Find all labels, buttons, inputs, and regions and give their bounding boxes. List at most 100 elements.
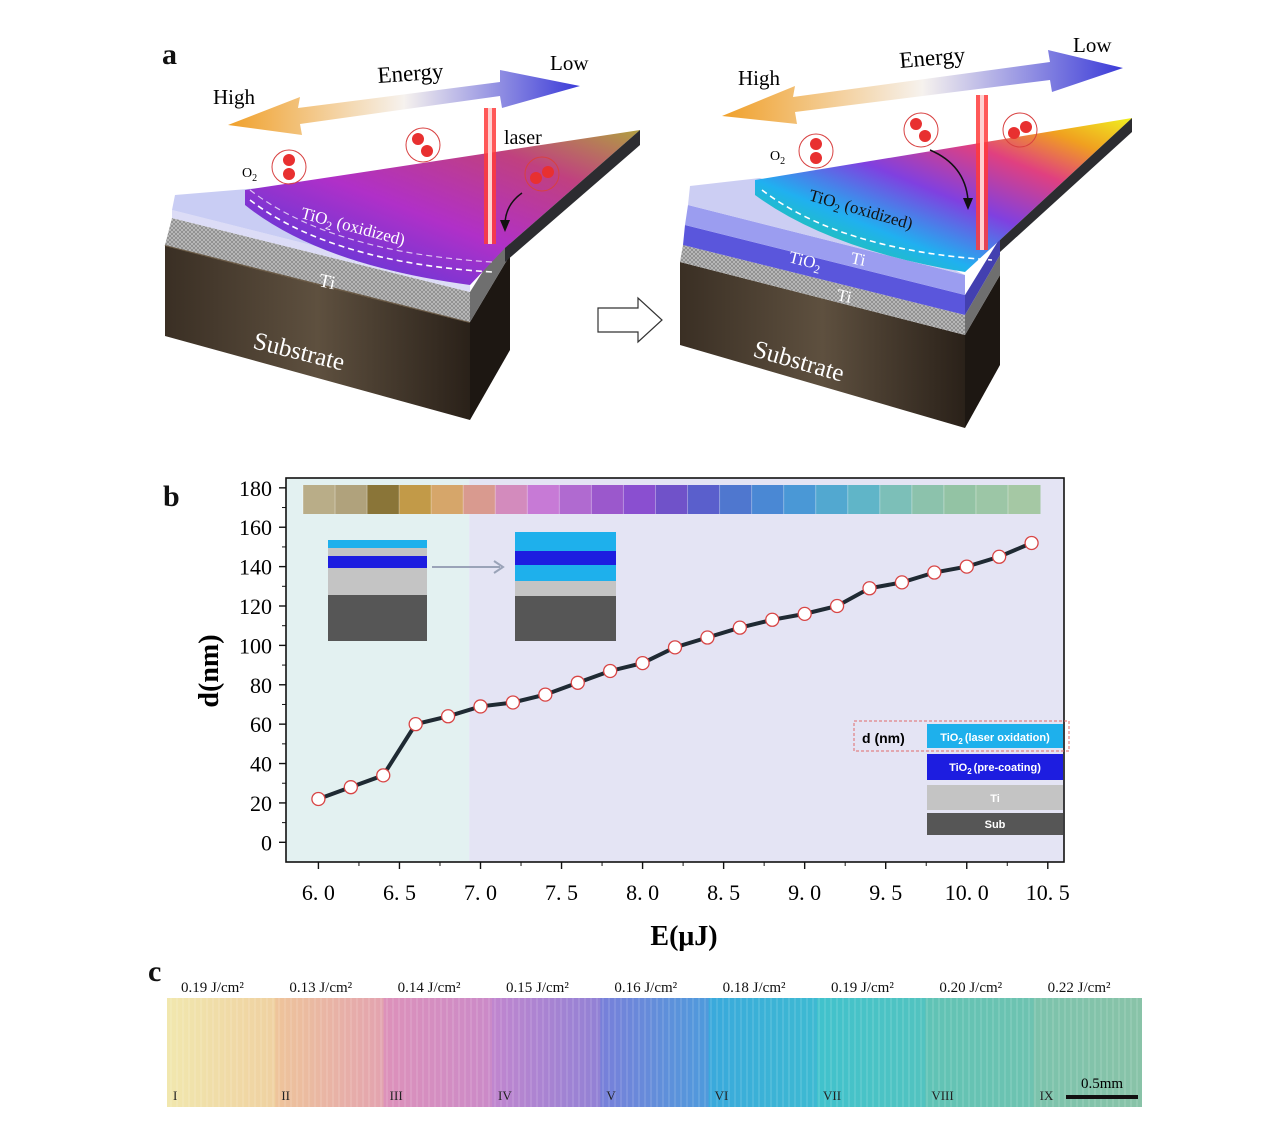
data-point [343, 780, 358, 795]
color-swatch [687, 485, 721, 514]
ti-lower-layer [680, 245, 965, 335]
sample-numeral: IX [1039, 1088, 1054, 1103]
o2-label: O2 [242, 166, 257, 184]
panel-c-letter: c [148, 955, 162, 988]
data-point [408, 717, 423, 732]
legend-swatch-ti [927, 785, 1063, 810]
legend-d-label: d (nm) [862, 730, 905, 746]
color-swatch-strip [302, 485, 1041, 514]
color-swatch [399, 485, 432, 514]
color-swatch [303, 485, 336, 514]
legend-item-laser-oxidation: TiO2 (laser oxidation) [940, 732, 1050, 746]
sample-numeral: V [606, 1088, 616, 1103]
o2-label-right: O2 [770, 149, 785, 167]
tio2-precoat-layer [683, 225, 965, 315]
color-swatch [1007, 485, 1041, 514]
color-swatch [623, 485, 656, 514]
scale-bar [1066, 1095, 1138, 1099]
x-tick-label: 6. 0 [302, 880, 335, 905]
fluence-label: 0.22 J/cm² [1047, 980, 1111, 996]
data-point [862, 581, 877, 596]
fluence-label: 0.13 J/cm² [289, 980, 353, 996]
energy-arrow-right [722, 50, 1123, 124]
color-swatch [751, 485, 785, 514]
fluence-label: 0.18 J/cm² [722, 980, 786, 996]
y-tick-label: 100 [239, 633, 272, 658]
data-point [635, 655, 650, 671]
data-point [700, 630, 715, 645]
color-swatch [943, 485, 977, 514]
data-point [992, 549, 1007, 564]
y-tick-label: 40 [250, 752, 272, 777]
color-swatch [335, 485, 368, 514]
y-tick-label: 160 [239, 515, 272, 540]
fluence-label: 0.15 J/cm² [506, 980, 569, 996]
data-point [376, 768, 391, 783]
energy-label-right: Energy [898, 42, 966, 73]
color-swatch [719, 485, 753, 514]
high-label-right: High [738, 66, 781, 90]
x-tick-label: 9. 5 [869, 880, 902, 905]
data-point [927, 565, 942, 580]
x-tick-label: 7. 5 [545, 880, 578, 905]
color-swatch [815, 485, 849, 514]
y-tick-label: 0 [261, 830, 272, 855]
color-swatch [911, 485, 945, 514]
high-label: High [213, 85, 256, 109]
panel-b-letter: b [163, 480, 180, 513]
plot-frame [285, 477, 1065, 863]
fluence-label: 0.19 J/cm² [831, 980, 894, 996]
y-axis-label: d(nm) [194, 634, 225, 707]
transition-arrow-icon [597, 296, 663, 344]
substrate-block-right [680, 262, 965, 428]
data-point [473, 699, 488, 714]
thickness-chart: 0 20 40 60 80 100 120 140 160 180 6. 0 6. 5 7. 0 7. 5… [194, 476, 1070, 952]
color-swatch [495, 485, 528, 514]
legend-item-ti: Ti [990, 793, 1000, 805]
data-point [311, 791, 326, 807]
data-point [570, 675, 585, 690]
tio2-oxidized-region-right [755, 118, 1132, 272]
panel-a-letter: a [162, 38, 177, 71]
fluence-label: 0.14 J/cm² [397, 980, 461, 996]
data-point [667, 640, 683, 655]
scale-bar-label: 0.5mm [1081, 1076, 1123, 1092]
substrate-block [165, 245, 470, 420]
sample-numeral: VII [823, 1088, 842, 1103]
data-point [959, 559, 974, 574]
layer-stack-inset-right [515, 532, 616, 641]
color-swatch [655, 485, 689, 514]
sample-numeral: III [389, 1088, 403, 1103]
y-tick-label: 140 [239, 555, 272, 580]
legend-item-pre-coating: TiO2 (pre-coating) [949, 762, 1041, 776]
o2-molecule-icon-right [798, 112, 1038, 169]
x-tick-label: 9. 0 [788, 880, 821, 905]
ti-layer [165, 218, 470, 322]
y-tick-label: 180 [239, 476, 272, 501]
color-swatch [591, 485, 624, 514]
laser-label: laser [504, 127, 542, 149]
energy-arrow-left [228, 70, 580, 135]
ti-upper-label: Ti [849, 248, 867, 270]
color-swatch [527, 485, 560, 514]
y-tick-label: 120 [239, 594, 272, 619]
color-swatch [879, 485, 913, 514]
legend-swatch-pre-coating [927, 754, 1063, 780]
ti-lower-label: Ti [835, 285, 853, 307]
data-point [732, 620, 747, 635]
color-swatch [463, 485, 496, 514]
chart-axes: 0 20 40 60 80 100 120 140 160 180 6. 0 6. 5 7. 0 7. 5… [239, 476, 1070, 905]
o2-molecule-icon [271, 127, 560, 192]
sample-numeral: I [173, 1088, 178, 1103]
data-point [1024, 535, 1039, 551]
data-point [894, 575, 910, 590]
ti-label: Ti [317, 270, 337, 294]
y-tick-label: 20 [250, 791, 272, 816]
sample-numeral: VIII [931, 1088, 954, 1103]
color-swatch [559, 485, 592, 514]
region-single-layer [286, 478, 470, 862]
ti-upper-layer [685, 205, 965, 295]
x-tick-label: 10. 5 [1026, 880, 1070, 905]
energy-label: Energy [377, 58, 445, 88]
